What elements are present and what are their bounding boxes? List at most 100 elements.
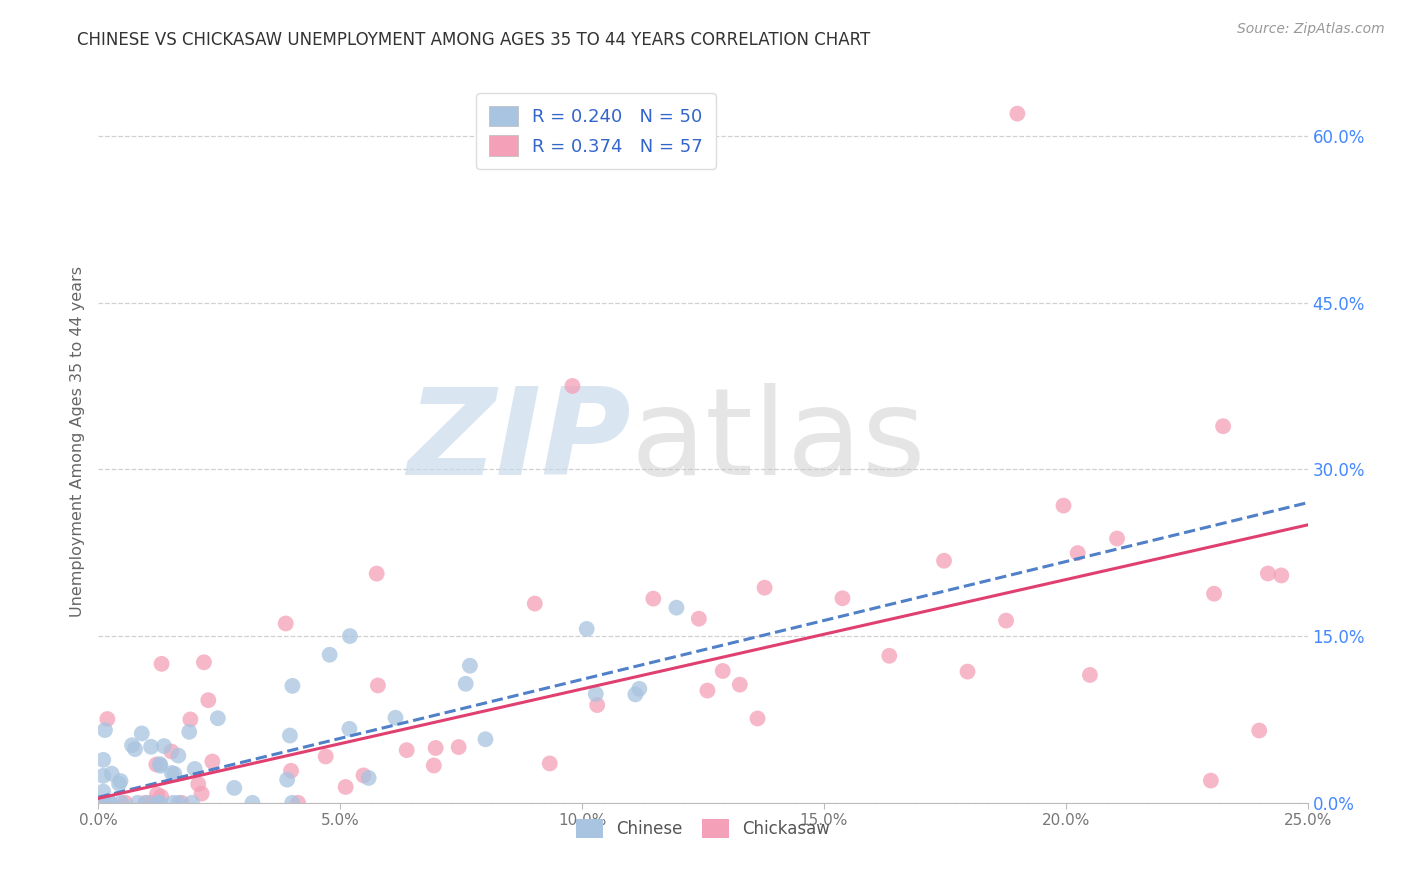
- Point: [153, 739, 176, 753]
- Point: [149, 758, 172, 772]
- Point: [423, 758, 446, 772]
- Point: [575, 622, 598, 636]
- Point: [747, 711, 769, 725]
- Point: [150, 789, 173, 804]
- Point: [688, 612, 710, 626]
- Point: [149, 796, 172, 810]
- Point: [696, 683, 718, 698]
- Point: [139, 739, 162, 754]
- Point: [91, 796, 114, 810]
- Point: [995, 614, 1018, 628]
- Point: [956, 665, 979, 679]
- Point: [121, 738, 143, 752]
- Point: [224, 780, 246, 795]
- Point: [1270, 568, 1292, 582]
- Point: [877, 648, 900, 663]
- Point: [281, 679, 304, 693]
- Point: [96, 712, 118, 726]
- Point: [318, 648, 340, 662]
- Point: [145, 757, 167, 772]
- Point: [184, 762, 207, 776]
- Point: [100, 766, 122, 780]
- Point: [366, 566, 388, 581]
- Point: [287, 796, 309, 810]
- Text: ZIP: ZIP: [406, 383, 630, 500]
- Point: [167, 796, 190, 810]
- Text: Source: ZipAtlas.com: Source: ZipAtlas.com: [1237, 22, 1385, 37]
- Point: [1105, 532, 1128, 546]
- Point: [384, 711, 406, 725]
- Point: [281, 796, 304, 810]
- Point: [585, 687, 607, 701]
- Point: [110, 796, 132, 810]
- Point: [142, 796, 165, 810]
- Point: [665, 600, 688, 615]
- Point: [1212, 419, 1234, 434]
- Point: [831, 591, 853, 606]
- Point: [339, 722, 361, 736]
- Point: [1078, 668, 1101, 682]
- Point: [1202, 587, 1225, 601]
- Point: [134, 796, 156, 810]
- Point: [91, 753, 114, 767]
- Point: [94, 796, 117, 810]
- Point: [110, 774, 132, 789]
- Text: CHINESE VS CHICKASAW UNEMPLOYMENT AMONG AGES 35 TO 44 YEARS CORRELATION CHART: CHINESE VS CHICKASAW UNEMPLOYMENT AMONG …: [77, 31, 870, 49]
- Point: [353, 768, 375, 782]
- Point: [160, 766, 183, 780]
- Point: [561, 379, 583, 393]
- Point: [474, 732, 496, 747]
- Point: [179, 713, 201, 727]
- Point: [754, 581, 776, 595]
- Point: [108, 776, 131, 790]
- Point: [114, 796, 136, 810]
- Point: [280, 764, 302, 778]
- Point: [149, 757, 172, 772]
- Legend: Chinese, Chickasaw: Chinese, Chickasaw: [569, 813, 837, 845]
- Point: [197, 693, 219, 707]
- Point: [458, 658, 481, 673]
- Point: [124, 742, 146, 756]
- Point: [425, 741, 447, 756]
- Point: [160, 744, 183, 758]
- Point: [146, 796, 169, 810]
- Point: [367, 678, 389, 692]
- Point: [628, 681, 651, 696]
- Point: [163, 766, 186, 780]
- Point: [1007, 106, 1029, 120]
- Point: [131, 726, 153, 740]
- Point: [357, 771, 380, 785]
- Point: [98, 796, 121, 810]
- Point: [98, 796, 121, 810]
- Point: [1066, 546, 1088, 560]
- Point: [711, 664, 734, 678]
- Point: [1249, 723, 1271, 738]
- Point: [276, 772, 298, 787]
- Point: [150, 657, 173, 671]
- Point: [170, 796, 193, 810]
- Point: [624, 687, 647, 701]
- Point: [136, 796, 159, 810]
- Point: [643, 591, 665, 606]
- Point: [728, 678, 751, 692]
- Point: [447, 740, 470, 755]
- Point: [94, 723, 117, 737]
- Point: [187, 777, 209, 791]
- Point: [91, 784, 114, 798]
- Point: [179, 724, 201, 739]
- Y-axis label: Unemployment Among Ages 35 to 44 years: Unemployment Among Ages 35 to 44 years: [69, 266, 84, 617]
- Point: [146, 788, 169, 802]
- Point: [538, 756, 561, 771]
- Point: [181, 796, 204, 810]
- Point: [193, 655, 215, 669]
- Point: [167, 748, 190, 763]
- Point: [127, 796, 149, 810]
- Point: [242, 796, 264, 810]
- Point: [932, 554, 955, 568]
- Point: [523, 597, 546, 611]
- Point: [335, 780, 357, 794]
- Point: [1052, 499, 1074, 513]
- Text: atlas: atlas: [630, 383, 927, 500]
- Point: [201, 755, 224, 769]
- Point: [207, 711, 229, 725]
